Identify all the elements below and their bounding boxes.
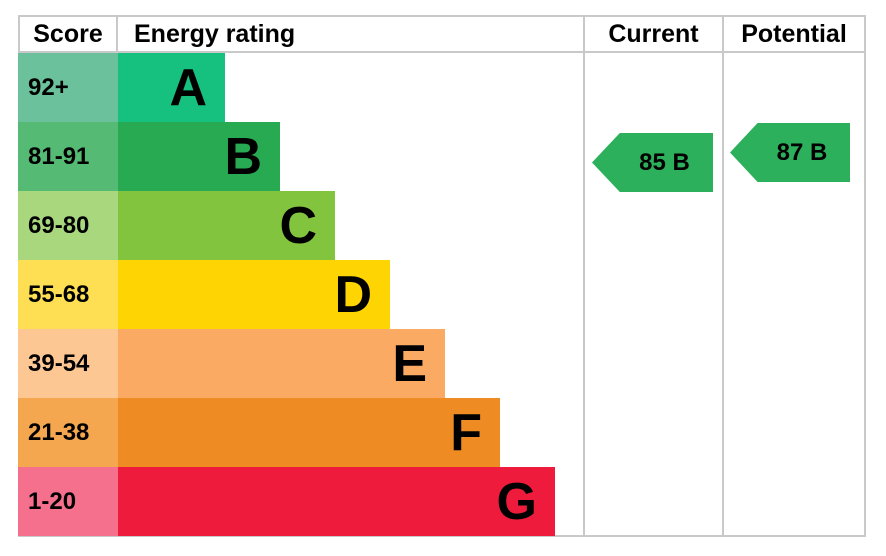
potential-rating-value: 87 B	[776, 138, 828, 166]
band-bar-b: B	[118, 122, 280, 191]
band-row-f: 21-38 F	[18, 398, 866, 467]
current-rating-arrow: 85 B	[592, 133, 713, 192]
band-row-d: 55-68 D	[18, 260, 866, 329]
band-row-c: 69-80 C	[18, 191, 866, 260]
band-bar-d: D	[118, 260, 390, 329]
current-rating-value: 85 B	[639, 148, 690, 176]
table-bottom-border	[18, 535, 866, 537]
score-range-g: 1-20	[18, 467, 118, 536]
energy-rating-table: Score Energy rating Current Potential 92…	[18, 15, 866, 537]
table-right-border	[864, 53, 866, 535]
band-letter-c: C	[279, 196, 317, 255]
score-column-header: Score	[18, 17, 118, 51]
score-range-e: 39-54	[18, 329, 118, 398]
score-range-c: 69-80	[18, 191, 118, 260]
band-row-a: 92+ A	[18, 53, 866, 122]
energy-rating-column-header: Energy rating	[134, 20, 296, 48]
potential-rating-arrow: 87 B	[730, 123, 850, 182]
band-bar-a: A	[118, 53, 225, 122]
band-letter-g: G	[496, 472, 537, 531]
band-bar-e: E	[118, 329, 445, 398]
score-range-b: 81-91	[18, 122, 118, 191]
band-bar-f: F	[118, 398, 500, 467]
potential-column-header: Potential	[722, 17, 866, 51]
band-row-e: 39-54 E	[18, 329, 866, 398]
current-column-header: Current	[583, 17, 722, 51]
band-letter-f: F	[450, 403, 482, 462]
score-range-d: 55-68	[18, 260, 118, 329]
band-row-b: 81-91 B	[18, 122, 866, 191]
score-range-f: 21-38	[18, 398, 118, 467]
score-range-a: 92+	[18, 53, 118, 122]
band-letter-b: B	[224, 127, 262, 186]
column-divider-current	[583, 53, 585, 535]
band-row-g: 1-20 G	[18, 467, 866, 536]
band-letter-a: A	[169, 58, 207, 117]
band-bar-g: G	[118, 467, 555, 536]
band-letter-d: D	[334, 265, 372, 324]
column-divider-potential	[722, 53, 724, 535]
band-bar-c: C	[118, 191, 335, 260]
band-letter-e: E	[392, 334, 427, 393]
band-rows: 92+ A 81-91 B 69-80 C 55-68 D	[18, 53, 866, 536]
table-header-row: Score Energy rating Current Potential	[18, 15, 866, 53]
